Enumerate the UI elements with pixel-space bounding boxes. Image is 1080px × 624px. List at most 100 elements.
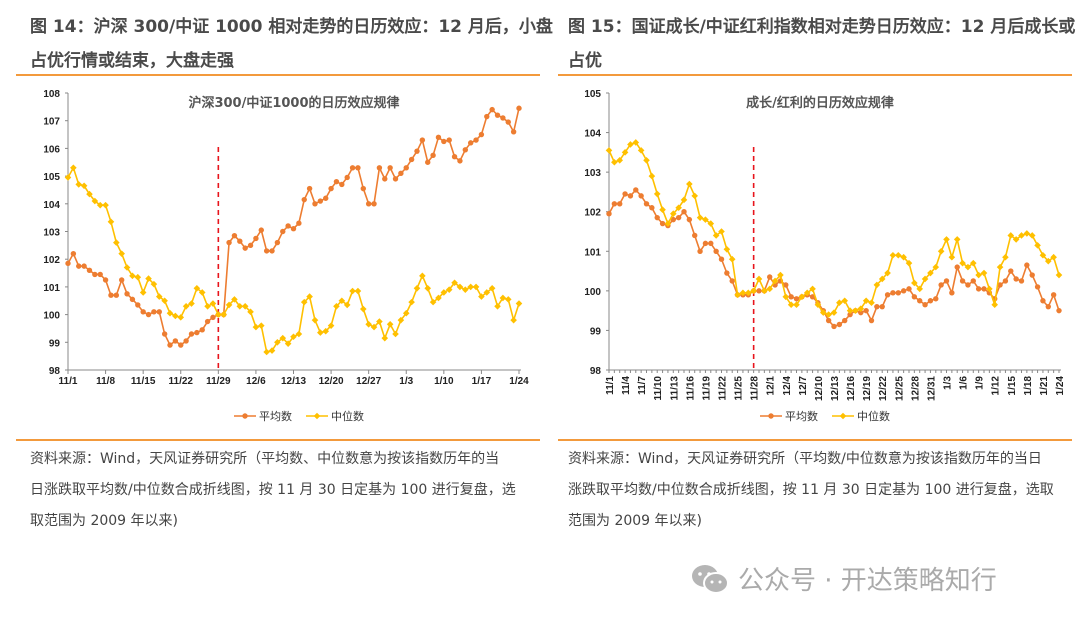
data-point: [392, 330, 399, 338]
legend-label: 平均数: [259, 410, 292, 423]
data-point: [462, 286, 469, 293]
x-tick-label: 1/24: [509, 376, 529, 387]
data-point: [911, 294, 918, 300]
data-point: [193, 284, 201, 292]
data-point: [236, 302, 244, 310]
data-point: [643, 156, 650, 164]
data-point: [991, 301, 999, 309]
data-point: [215, 311, 222, 318]
data-point: [274, 339, 281, 346]
data-point: [1013, 276, 1019, 282]
data-point: [793, 296, 800, 302]
data-point: [916, 285, 924, 293]
y-tick-label: 106: [43, 144, 60, 155]
data-point: [456, 283, 464, 291]
data-point: [139, 289, 147, 296]
data-point: [680, 196, 688, 204]
data-point: [478, 131, 485, 138]
data-point: [429, 298, 437, 306]
source-line: 取范围为 2009 年以来): [30, 513, 178, 529]
data-point: [226, 239, 232, 246]
divider-rule: [16, 439, 540, 441]
x-tick-label: 12/1: [766, 376, 777, 396]
data-point: [917, 298, 923, 304]
data-point: [889, 251, 897, 259]
x-tick-label: 11/25: [734, 376, 745, 401]
data-point: [782, 293, 790, 301]
data-point: [761, 287, 768, 295]
data-point: [611, 158, 618, 166]
data-point: [938, 282, 944, 288]
figure-15-heading: 图 15：国证成长/中证红利指数相对走势日历效应：12 月后成长或 占优: [568, 10, 1075, 78]
data-point: [252, 323, 260, 331]
x-tick-label: 1/21: [1039, 376, 1050, 396]
data-point: [798, 293, 806, 301]
data-point: [387, 165, 393, 171]
x-tick-label: 12/4: [782, 376, 793, 396]
chart-2: 98 99 100 101 102 103 104 105 11/1 11/4 11/7 11/10 1…: [584, 89, 1066, 423]
data-point: [499, 294, 507, 302]
x-tick-label: 12/28: [910, 376, 921, 401]
data-point: [505, 119, 511, 125]
heading-line: 占优行情或结束，大盘走强: [30, 51, 234, 71]
data-point: [863, 307, 869, 314]
data-point: [1056, 307, 1062, 314]
data-point: [1055, 271, 1063, 279]
data-point: [852, 307, 859, 314]
data-point: [788, 294, 794, 300]
data-point: [766, 285, 774, 293]
data-point: [290, 226, 297, 232]
data-point: [242, 245, 248, 251]
data-point: [500, 115, 506, 121]
legend-marker: [242, 413, 248, 419]
data-point: [258, 227, 264, 233]
data-point: [237, 238, 243, 244]
x-tick-label: 11/19: [701, 376, 712, 401]
data-point: [494, 302, 501, 310]
data-point: [295, 330, 303, 338]
figure-14-heading: 图 14：沪深 300/中证 1000 相对走势的日历效应：12 月后，小盘 占…: [30, 10, 553, 78]
data-point: [124, 291, 130, 297]
data-point: [868, 317, 875, 324]
data-point: [611, 201, 618, 207]
y-tick-label: 98: [49, 366, 61, 377]
data-point: [365, 320, 372, 328]
x-tick-label: 12/16: [846, 376, 857, 401]
data-point: [150, 280, 158, 288]
data-point: [627, 141, 634, 148]
data-point: [943, 278, 950, 284]
data-point: [269, 248, 275, 254]
x-tick-label: 12/20: [319, 376, 344, 387]
data-point: [274, 239, 281, 246]
data-point: [355, 165, 361, 171]
data-point: [360, 185, 366, 192]
data-point: [718, 256, 725, 262]
y-tick-label: 102: [43, 255, 60, 266]
data-point: [632, 139, 640, 146]
heading-line: 图 15：国证成长/中证红利指数相对走势日历效应：12 月后成长或: [568, 17, 1076, 37]
data-point: [862, 297, 870, 305]
y-tick-label: 100: [43, 311, 60, 322]
data-point: [241, 302, 249, 310]
data-point: [755, 275, 763, 283]
data-point: [648, 172, 656, 180]
y-tick-label: 98: [590, 366, 602, 377]
data-point: [65, 260, 71, 267]
data-point: [414, 148, 420, 154]
data-point: [970, 278, 976, 284]
data-point: [1023, 230, 1031, 237]
data-point: [793, 301, 800, 309]
y-tick-label: 103: [43, 228, 60, 239]
data-point: [323, 195, 329, 201]
data-point: [381, 334, 389, 342]
data-point: [659, 206, 666, 214]
data-point: [113, 292, 120, 298]
data-point: [300, 298, 308, 306]
x-tick-label: 11/13: [669, 376, 680, 401]
data-point: [724, 270, 730, 276]
data-point: [932, 263, 940, 271]
data-point: [921, 275, 929, 283]
data-point: [948, 253, 956, 261]
source-line: 资料来源：Wind，天风证券研究所（平均数/中位数意为按该指数历年的当日: [568, 451, 1042, 467]
data-point: [1029, 272, 1035, 278]
